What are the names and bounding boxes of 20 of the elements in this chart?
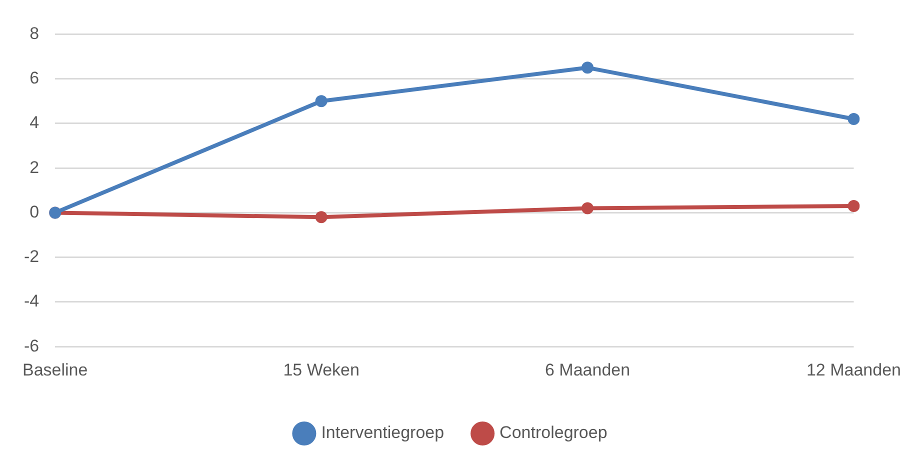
y-tick-label: 6: [30, 68, 40, 88]
y-tick-label: 2: [30, 158, 40, 177]
legend-label: Controlegroep: [500, 423, 608, 442]
point: [582, 62, 594, 74]
x-tick-label: 12 Maanden: [806, 360, 902, 380]
legend-label: Interventiegroep: [321, 423, 444, 442]
point: [848, 200, 860, 212]
point: [315, 211, 328, 224]
y-tick-label: 4: [30, 113, 40, 132]
x-tick-label: 6 Maanden: [544, 360, 630, 380]
y-tick-label: -2: [24, 247, 40, 266]
x-tick-label: Baseline: [22, 360, 88, 380]
y-tick-label: 0: [30, 202, 40, 222]
y-tick-label: 8: [30, 24, 40, 43]
y-tick-label: -4: [24, 292, 40, 311]
point: [315, 95, 328, 108]
point: [582, 202, 594, 214]
y-tick-label: -6: [24, 336, 40, 356]
point: [848, 112, 860, 125]
x-tick-label: 15 Weken: [283, 360, 360, 380]
